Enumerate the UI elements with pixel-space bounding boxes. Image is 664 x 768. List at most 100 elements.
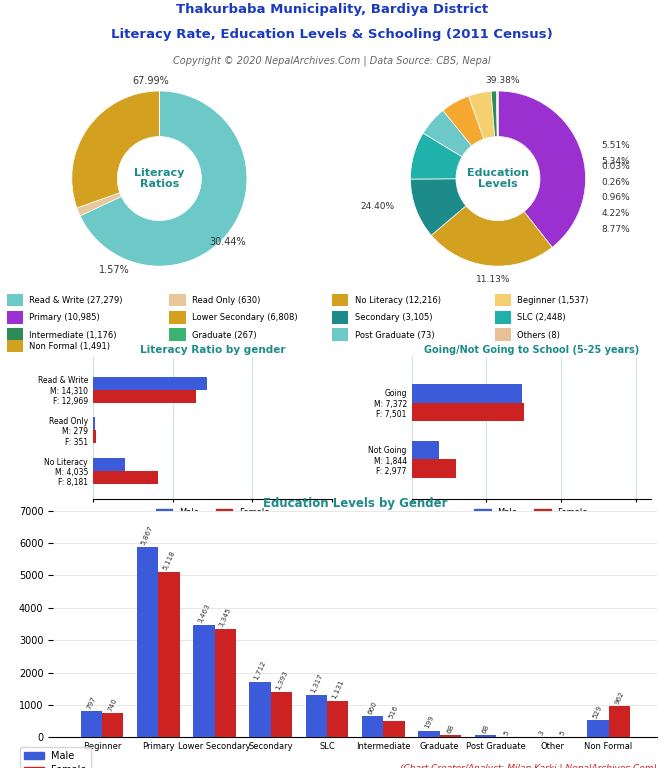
Bar <box>193 625 214 737</box>
Bar <box>412 385 522 402</box>
Text: 3,463: 3,463 <box>197 603 211 624</box>
Text: 5: 5 <box>503 730 511 737</box>
Title: Education Levels by Gender: Education Levels by Gender <box>263 497 448 509</box>
Text: Beginner (1,537): Beginner (1,537) <box>517 296 589 305</box>
Bar <box>412 459 456 478</box>
Wedge shape <box>80 91 247 266</box>
Title: Literacy Ratio by gender: Literacy Ratio by gender <box>139 345 286 355</box>
Text: 1.57%: 1.57% <box>98 266 129 276</box>
Text: Others (8): Others (8) <box>517 330 560 339</box>
Bar <box>214 629 236 737</box>
Text: 1,393: 1,393 <box>274 670 289 691</box>
Text: 39.38%: 39.38% <box>485 76 520 85</box>
Bar <box>169 328 186 341</box>
Text: 529: 529 <box>592 704 604 719</box>
Text: (Chart Creator/Analyst: Milan Karki | NepalArchives.Com): (Chart Creator/Analyst: Milan Karki | Ne… <box>400 764 657 768</box>
Text: Non Formal (1,491): Non Formal (1,491) <box>29 342 110 351</box>
Text: Secondary (3,105): Secondary (3,105) <box>355 313 432 323</box>
Text: Copyright © 2020 NepalArchives.Com | Data Source: CBS, Nepal: Copyright © 2020 NepalArchives.Com | Dat… <box>173 55 491 66</box>
Text: 0.26%: 0.26% <box>602 177 630 187</box>
Bar <box>440 735 461 737</box>
Bar <box>137 548 158 737</box>
Bar <box>418 731 440 737</box>
Bar <box>495 311 511 323</box>
Text: 962: 962 <box>614 690 625 705</box>
Text: 1,131: 1,131 <box>331 678 345 700</box>
Title: Going/Not Going to School (5-25 years): Going/Not Going to School (5-25 years) <box>424 345 639 355</box>
Bar <box>305 694 327 737</box>
Bar <box>250 682 271 737</box>
Text: 3: 3 <box>538 730 545 737</box>
Text: 5.34%: 5.34% <box>602 157 630 166</box>
Bar <box>80 711 102 737</box>
Text: Intermediate (1,176): Intermediate (1,176) <box>29 330 117 339</box>
Wedge shape <box>423 111 471 157</box>
Text: 1,317: 1,317 <box>309 672 323 694</box>
Bar <box>475 735 496 737</box>
Bar <box>169 311 186 323</box>
Text: No Literacy (12,216): No Literacy (12,216) <box>355 296 441 305</box>
Bar <box>93 417 95 430</box>
Text: Lower Secondary (6,808): Lower Secondary (6,808) <box>192 313 297 323</box>
Text: 0.03%: 0.03% <box>602 162 630 170</box>
Wedge shape <box>410 133 462 179</box>
Wedge shape <box>410 179 466 235</box>
Legend: Male, Female: Male, Female <box>471 505 592 521</box>
Text: Graduate (267): Graduate (267) <box>192 330 257 339</box>
Text: 660: 660 <box>367 700 378 715</box>
Bar <box>495 328 511 341</box>
Bar <box>587 720 608 737</box>
Text: Education
Levels: Education Levels <box>467 167 529 190</box>
Wedge shape <box>497 91 498 137</box>
Bar <box>7 328 23 341</box>
Text: Read & Write (27,279): Read & Write (27,279) <box>29 296 123 305</box>
Text: 5: 5 <box>559 730 566 737</box>
Bar <box>383 720 405 737</box>
Text: 4.22%: 4.22% <box>602 209 629 218</box>
Bar <box>158 571 180 737</box>
Bar <box>93 471 158 484</box>
Bar <box>332 311 349 323</box>
Text: 516: 516 <box>388 704 400 720</box>
Text: Thakurbaba Municipality, Bardiya District: Thakurbaba Municipality, Bardiya Distric… <box>176 3 488 16</box>
Bar <box>362 716 383 737</box>
Bar <box>93 389 197 402</box>
Text: Primary (10,985): Primary (10,985) <box>29 313 100 323</box>
Text: 797: 797 <box>86 695 97 710</box>
Wedge shape <box>77 193 122 216</box>
Text: Post Graduate (73): Post Graduate (73) <box>355 330 434 339</box>
Text: 5.51%: 5.51% <box>602 141 630 150</box>
Bar <box>412 442 439 459</box>
Bar <box>271 692 292 737</box>
Bar <box>7 311 23 323</box>
Wedge shape <box>432 206 552 266</box>
Bar <box>93 376 207 389</box>
Text: 199: 199 <box>424 715 435 730</box>
Text: 24.40%: 24.40% <box>361 202 394 211</box>
Bar <box>169 293 186 306</box>
Bar <box>93 430 96 443</box>
Text: 30.44%: 30.44% <box>209 237 246 247</box>
Legend: Male, Female: Male, Female <box>20 746 90 768</box>
Text: 68: 68 <box>481 723 490 734</box>
Wedge shape <box>491 91 497 137</box>
Bar <box>7 339 23 353</box>
Bar <box>332 293 349 306</box>
Text: 68: 68 <box>446 723 455 734</box>
Text: 67.99%: 67.99% <box>132 75 169 85</box>
Bar <box>93 458 125 471</box>
Text: 3,345: 3,345 <box>218 607 232 628</box>
Bar <box>608 706 630 737</box>
Wedge shape <box>498 91 586 247</box>
Bar <box>495 293 511 306</box>
Text: 11.13%: 11.13% <box>476 275 511 283</box>
Text: 8.77%: 8.77% <box>602 225 630 233</box>
Text: 1,712: 1,712 <box>253 660 267 681</box>
Text: 5,118: 5,118 <box>162 549 176 571</box>
Text: Literacy
Ratios: Literacy Ratios <box>134 167 185 190</box>
Text: Literacy Rate, Education Levels & Schooling (2011 Census): Literacy Rate, Education Levels & School… <box>111 28 553 41</box>
Wedge shape <box>469 91 495 139</box>
Bar <box>102 713 124 737</box>
Text: 0.96%: 0.96% <box>602 194 630 202</box>
Text: Read Only (630): Read Only (630) <box>192 296 260 305</box>
